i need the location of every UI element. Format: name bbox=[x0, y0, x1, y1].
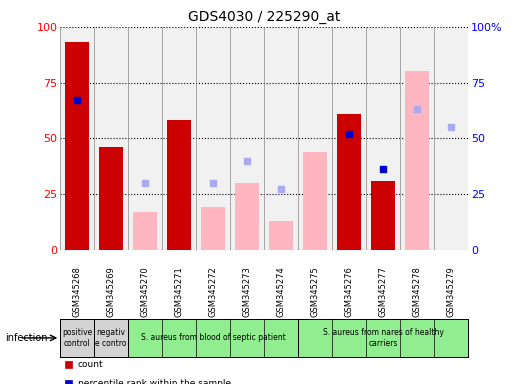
Bar bbox=[167, 121, 191, 250]
Title: GDS4030 / 225290_at: GDS4030 / 225290_at bbox=[188, 10, 340, 25]
Text: GSM345268: GSM345268 bbox=[73, 266, 82, 317]
Bar bbox=[94, 27, 128, 250]
Text: S. aureus from blood of septic patient: S. aureus from blood of septic patient bbox=[141, 333, 286, 343]
Text: GSM345269: GSM345269 bbox=[107, 266, 116, 317]
Text: GSM345271: GSM345271 bbox=[175, 266, 184, 317]
Bar bbox=[298, 319, 468, 357]
Text: GSM345276: GSM345276 bbox=[345, 266, 354, 317]
Bar bbox=[99, 147, 123, 250]
Bar bbox=[65, 43, 89, 250]
Bar bbox=[128, 27, 162, 250]
Bar bbox=[128, 319, 298, 357]
Bar bbox=[298, 27, 332, 250]
Text: GSM345275: GSM345275 bbox=[311, 266, 320, 317]
Text: percentile rank within the sample: percentile rank within the sample bbox=[77, 379, 231, 384]
Bar bbox=[94, 319, 128, 357]
Bar bbox=[60, 27, 94, 250]
Bar bbox=[269, 221, 293, 250]
Text: GSM345274: GSM345274 bbox=[277, 266, 286, 317]
Text: GSM345277: GSM345277 bbox=[379, 266, 388, 317]
Bar bbox=[162, 27, 196, 250]
Text: negativ
e contro: negativ e contro bbox=[95, 328, 127, 348]
Bar bbox=[133, 212, 157, 250]
Text: GSM345272: GSM345272 bbox=[209, 266, 218, 317]
Text: S. aureus from nares of healthy
carriers: S. aureus from nares of healthy carriers bbox=[323, 328, 444, 348]
Text: GSM345273: GSM345273 bbox=[243, 266, 252, 317]
Bar bbox=[434, 27, 468, 250]
Bar bbox=[337, 114, 361, 250]
Bar bbox=[230, 27, 264, 250]
Bar bbox=[366, 27, 400, 250]
Bar bbox=[60, 319, 94, 357]
Bar bbox=[303, 152, 327, 250]
Bar bbox=[235, 183, 259, 250]
Bar bbox=[332, 27, 366, 250]
Bar bbox=[201, 207, 225, 250]
Text: infection: infection bbox=[5, 333, 48, 343]
Bar bbox=[405, 71, 429, 250]
Bar bbox=[196, 27, 230, 250]
Text: count: count bbox=[77, 360, 103, 369]
Text: GSM345278: GSM345278 bbox=[413, 266, 422, 317]
Text: GSM345270: GSM345270 bbox=[141, 266, 150, 317]
Bar bbox=[264, 27, 298, 250]
Bar bbox=[371, 180, 395, 250]
Text: GSM345279: GSM345279 bbox=[447, 266, 456, 317]
Text: positive
control: positive control bbox=[62, 328, 92, 348]
Bar bbox=[400, 27, 434, 250]
